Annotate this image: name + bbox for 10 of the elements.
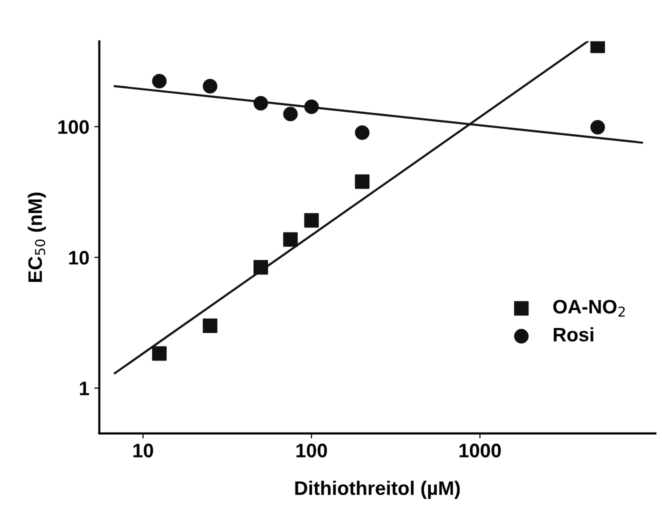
y-axis-title: EC$_{50}$ (nM) xyxy=(28,192,46,282)
x-tick-label: 100 xyxy=(296,444,327,458)
legend-label: OA-NO$_{2}$ xyxy=(553,300,625,317)
x-tick-label: 10 xyxy=(133,444,154,458)
x-axis-title: Dithiothreitol (µM) xyxy=(295,480,460,499)
legend-label: Rosi xyxy=(554,327,594,342)
x-tick-label: 1000 xyxy=(460,444,501,458)
y-tick-label: 10 xyxy=(69,250,89,265)
y-tick-label: 1 xyxy=(80,382,90,396)
y-tick-label: 100 xyxy=(58,120,89,134)
